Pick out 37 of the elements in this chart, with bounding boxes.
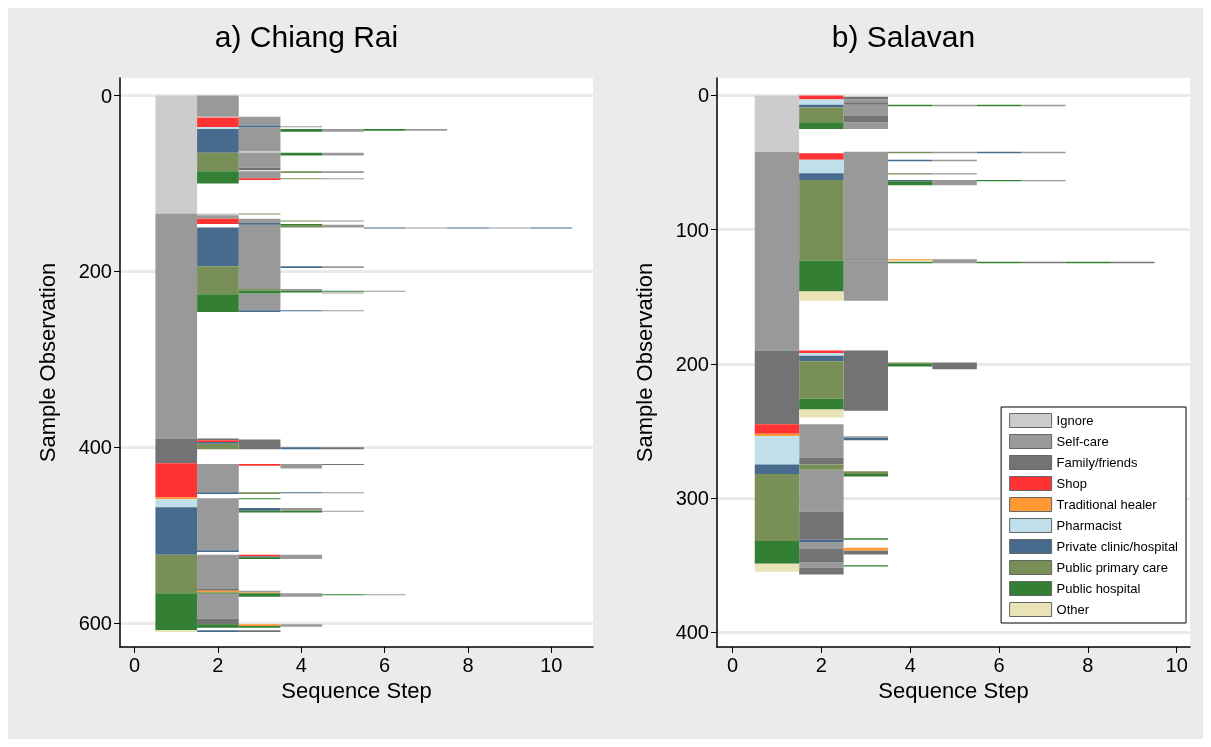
- legend-label: Self-care: [1056, 434, 1109, 449]
- x-tick-label: 4: [904, 654, 916, 676]
- y-tick-label: 100: [675, 218, 709, 241]
- legend-label: Public primary care: [1056, 560, 1168, 575]
- y-tick-label: 300: [675, 487, 709, 510]
- x-tick-label: 2: [212, 654, 224, 676]
- x-axis-title: Sequence Step: [281, 678, 432, 704]
- legend-label: Pharmacist: [1056, 518, 1123, 533]
- x-tick-label: 6: [379, 654, 391, 676]
- y-axis-title: Sample Observation: [631, 262, 657, 463]
- x-tick-label: 10: [1165, 654, 1188, 676]
- chart-title: a) Chiang Rai: [214, 19, 399, 53]
- x-tick-label: 0: [726, 654, 739, 676]
- legend-label: Private clinic/hospital: [1056, 539, 1179, 554]
- legend-label: Shop: [1056, 476, 1087, 491]
- x-tick-label: 0: [129, 654, 141, 676]
- x-tick-label: 4: [295, 654, 307, 676]
- legend-label: Other: [1056, 602, 1090, 617]
- y-tick-label: 0: [100, 84, 112, 107]
- x-tick-label: 6: [993, 654, 1005, 676]
- y-tick-label: 200: [675, 352, 709, 375]
- y-tick-label: 400: [675, 621, 709, 644]
- legend-label: Family/friends: [1056, 455, 1139, 470]
- y-tick-label: 200: [78, 260, 112, 283]
- y-tick-label: 400: [78, 436, 112, 459]
- legend-label: Ignore: [1056, 413, 1094, 428]
- y-tick-label: 0: [697, 84, 709, 107]
- x-axis-title: Sequence Step: [878, 678, 1029, 704]
- y-axis-title: Sample Observation: [34, 262, 60, 463]
- legend-label: Public hospital: [1056, 581, 1141, 596]
- legend-label: Traditional healer: [1056, 497, 1158, 512]
- x-tick-label: 10: [540, 654, 563, 676]
- x-tick-label: 8: [1082, 654, 1094, 676]
- y-tick-label: 600: [78, 612, 112, 635]
- chart-title: b) Salavan: [831, 19, 976, 53]
- x-tick-label: 8: [462, 654, 474, 676]
- x-tick-label: 2: [815, 654, 827, 676]
